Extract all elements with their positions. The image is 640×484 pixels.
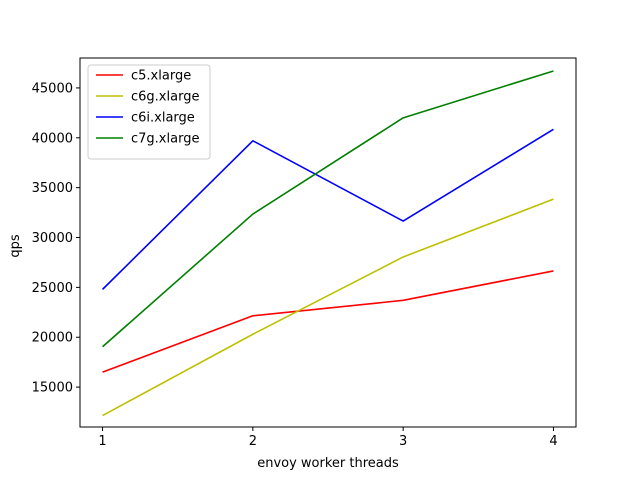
x-tick-label: 2 [249,434,257,449]
y-axis-ticks: 15000 20000 25000 30000 35000 40000 45000 [32,81,80,396]
legend-box [87,64,211,160]
legend-label-0: c5.xlarge [131,69,191,84]
x-axis-ticks: 1 2 3 4 [98,427,558,449]
x-tick-label: 3 [399,434,407,449]
y-tick-label: 25000 [32,281,73,296]
x-axis-label: envoy worker threads [257,456,399,471]
legend-label-3: c7g.xlarge [131,132,199,147]
x-tick-label: 4 [549,434,557,449]
y-tick-label: 15000 [32,381,73,396]
y-tick-label: 30000 [32,231,73,246]
x-tick-label: 1 [98,434,106,449]
series-line-2 [101,128,554,290]
y-tick-label: 45000 [32,81,73,96]
y-axis-label: qps [8,234,23,258]
series-line-3 [102,70,554,348]
legend: c5.xlarge c6g.xlarge c6i.xlarge c7g.xlarge [87,64,211,160]
y-tick-label: 35000 [32,181,73,196]
y-tick-label: 20000 [32,331,73,346]
series-line-1 [102,198,554,417]
series-layer [101,70,554,417]
legend-label-2: c6i.xlarge [131,111,195,126]
y-tick-label: 40000 [32,131,73,146]
legend-label-1: c6g.xlarge [131,90,199,105]
series-line-0 [102,270,554,373]
